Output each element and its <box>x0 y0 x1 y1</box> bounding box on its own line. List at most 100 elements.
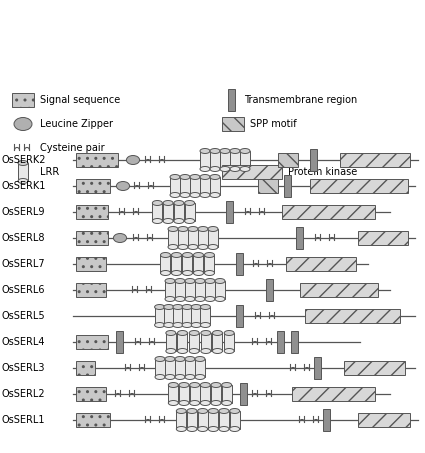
Text: OsSERL6: OsSERL6 <box>2 285 45 295</box>
Bar <box>241 383 247 405</box>
Ellipse shape <box>176 427 186 432</box>
Ellipse shape <box>208 226 218 231</box>
Bar <box>18 163 28 181</box>
Ellipse shape <box>182 323 192 328</box>
Bar <box>76 231 108 245</box>
Ellipse shape <box>201 331 211 336</box>
Ellipse shape <box>126 155 139 164</box>
Ellipse shape <box>178 348 187 353</box>
Bar <box>210 177 220 195</box>
Bar <box>175 281 185 299</box>
Ellipse shape <box>178 331 187 336</box>
Text: Signal sequence: Signal sequence <box>40 95 120 105</box>
Ellipse shape <box>212 331 223 336</box>
Ellipse shape <box>200 400 210 405</box>
Ellipse shape <box>219 427 229 432</box>
Bar <box>187 411 197 429</box>
Bar <box>185 281 195 299</box>
Ellipse shape <box>188 245 198 250</box>
Bar <box>116 331 124 353</box>
Ellipse shape <box>204 270 215 275</box>
Text: OsSERK2: OsSERK2 <box>2 155 46 165</box>
Bar <box>344 361 405 375</box>
Ellipse shape <box>163 201 173 206</box>
Ellipse shape <box>155 375 165 380</box>
Bar <box>170 177 180 195</box>
Ellipse shape <box>200 382 210 387</box>
Ellipse shape <box>173 323 183 328</box>
Bar <box>174 203 184 221</box>
Ellipse shape <box>185 357 195 361</box>
Bar <box>222 117 244 131</box>
Bar <box>266 279 274 301</box>
Ellipse shape <box>163 218 173 223</box>
Ellipse shape <box>219 409 229 414</box>
Ellipse shape <box>164 304 174 309</box>
Bar <box>193 255 204 273</box>
Bar <box>278 331 284 353</box>
Ellipse shape <box>201 304 210 309</box>
Bar <box>240 151 250 169</box>
Bar <box>204 255 215 273</box>
Ellipse shape <box>189 348 199 353</box>
Ellipse shape <box>182 304 192 309</box>
Bar <box>305 309 400 323</box>
Bar <box>76 153 118 167</box>
Bar <box>236 253 244 275</box>
Bar <box>182 255 193 273</box>
Bar <box>340 153 410 167</box>
Ellipse shape <box>187 427 197 432</box>
Bar <box>165 359 175 377</box>
Ellipse shape <box>155 357 165 361</box>
Bar <box>175 359 185 377</box>
Ellipse shape <box>240 149 250 154</box>
Ellipse shape <box>182 252 193 257</box>
Ellipse shape <box>190 193 200 198</box>
Ellipse shape <box>165 279 175 284</box>
Ellipse shape <box>195 279 205 284</box>
Ellipse shape <box>161 252 170 257</box>
Ellipse shape <box>224 331 234 336</box>
Bar <box>222 165 282 179</box>
Ellipse shape <box>185 297 195 302</box>
Bar <box>229 89 235 111</box>
Bar <box>182 307 192 325</box>
Bar <box>166 333 176 351</box>
Ellipse shape <box>210 167 220 172</box>
Bar <box>278 153 298 167</box>
Bar <box>76 179 110 193</box>
Ellipse shape <box>222 382 232 387</box>
Text: OsSERL8: OsSERL8 <box>2 233 45 243</box>
Bar <box>76 205 108 219</box>
Ellipse shape <box>178 245 188 250</box>
Ellipse shape <box>215 297 225 302</box>
Bar <box>222 385 232 403</box>
Ellipse shape <box>200 167 210 172</box>
Bar <box>168 229 178 247</box>
Ellipse shape <box>113 233 127 242</box>
Bar <box>200 151 210 169</box>
Ellipse shape <box>224 348 234 353</box>
Ellipse shape <box>230 409 240 414</box>
Text: OsSERL3: OsSERL3 <box>2 363 45 373</box>
Ellipse shape <box>193 252 204 257</box>
Ellipse shape <box>184 218 195 223</box>
Text: SPP motif: SPP motif <box>250 119 297 129</box>
Ellipse shape <box>175 297 185 302</box>
Bar <box>297 227 303 249</box>
Ellipse shape <box>166 348 176 353</box>
Ellipse shape <box>182 270 193 275</box>
Bar <box>227 201 233 223</box>
Bar <box>179 385 189 403</box>
Ellipse shape <box>198 409 208 414</box>
Bar <box>219 411 229 429</box>
Bar <box>164 307 174 325</box>
Bar <box>286 257 356 271</box>
Bar <box>76 413 110 427</box>
Ellipse shape <box>198 226 208 231</box>
Bar <box>176 411 186 429</box>
Text: OsSERL7: OsSERL7 <box>2 259 45 269</box>
Ellipse shape <box>161 270 170 275</box>
Ellipse shape <box>230 427 240 432</box>
Ellipse shape <box>176 409 186 414</box>
